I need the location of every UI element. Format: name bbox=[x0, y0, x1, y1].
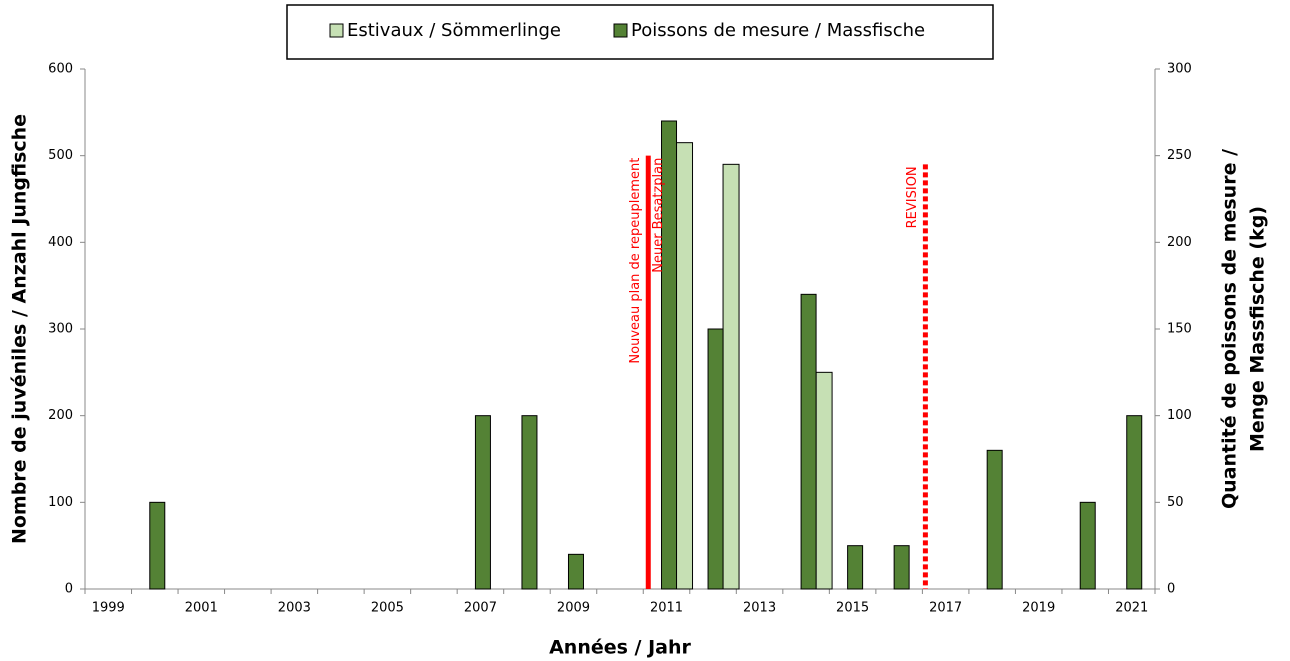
legend-label: Poissons de mesure / Massfische bbox=[631, 20, 925, 41]
x-tick-label: 2003 bbox=[278, 601, 311, 616]
y2-tick-label: 100 bbox=[1167, 408, 1192, 423]
y2-axis-title: Quantité de poissons de mesure / bbox=[1219, 149, 1241, 509]
y2-tick-label: 250 bbox=[1167, 148, 1192, 163]
y-tick-label: 400 bbox=[48, 235, 73, 250]
x-axis-title: Années / Jahr bbox=[549, 637, 691, 659]
bar bbox=[815, 371, 833, 590]
x-tick-label: 2019 bbox=[1022, 601, 1055, 616]
bar bbox=[986, 449, 1003, 590]
bar bbox=[149, 501, 166, 590]
annotation-text: Neuer Besatzplan bbox=[651, 158, 666, 273]
x-tick-label: 2015 bbox=[836, 601, 869, 616]
legend-swatch bbox=[329, 23, 344, 38]
y-tick-label: 600 bbox=[48, 62, 73, 77]
bar bbox=[1079, 501, 1096, 590]
y-axis-title: Nombre de juvéniles / Anzahl Jungfische bbox=[9, 114, 31, 544]
annotation-text: Nouveau plan de repeuplement bbox=[628, 158, 643, 364]
bar bbox=[722, 163, 740, 590]
bar bbox=[661, 120, 678, 590]
bar bbox=[800, 293, 817, 590]
x-tick-label: 2009 bbox=[557, 601, 590, 616]
y2-tick-label: 0 bbox=[1167, 582, 1175, 597]
legend-box bbox=[286, 4, 994, 60]
annotation-text: REVISION bbox=[905, 166, 920, 228]
y2-tick-label: 200 bbox=[1167, 235, 1192, 250]
bar bbox=[847, 545, 864, 590]
x-tick-label: 2007 bbox=[464, 601, 497, 616]
x-tick-label: 2001 bbox=[185, 601, 218, 616]
x-tick-label: 1999 bbox=[92, 601, 125, 616]
legend-label: Estivaux / Sömmerlinge bbox=[347, 20, 561, 41]
y2-tick-label: 50 bbox=[1167, 495, 1184, 510]
bar bbox=[474, 415, 491, 590]
bar bbox=[521, 415, 538, 590]
x-tick-label: 2021 bbox=[1115, 601, 1148, 616]
x-tick-label: 2011 bbox=[650, 601, 683, 616]
bar bbox=[893, 545, 910, 590]
y-tick-label: 300 bbox=[48, 322, 73, 337]
bar bbox=[1126, 415, 1143, 590]
y-tick-label: 500 bbox=[48, 148, 73, 163]
y-tick-label: 0 bbox=[65, 582, 73, 597]
y2-axis-title: Menge Massfische (kg) bbox=[1247, 206, 1269, 452]
y2-tick-label: 300 bbox=[1167, 62, 1192, 77]
legend-swatch bbox=[613, 23, 628, 38]
x-tick-label: 2017 bbox=[929, 601, 962, 616]
y-tick-label: 100 bbox=[48, 495, 73, 510]
bar bbox=[707, 328, 724, 590]
x-tick-label: 2013 bbox=[743, 601, 776, 616]
x-tick-label: 2005 bbox=[371, 601, 404, 616]
bar bbox=[567, 553, 584, 590]
y-tick-label: 200 bbox=[48, 408, 73, 423]
y2-tick-label: 150 bbox=[1167, 322, 1192, 337]
bar bbox=[676, 142, 694, 590]
